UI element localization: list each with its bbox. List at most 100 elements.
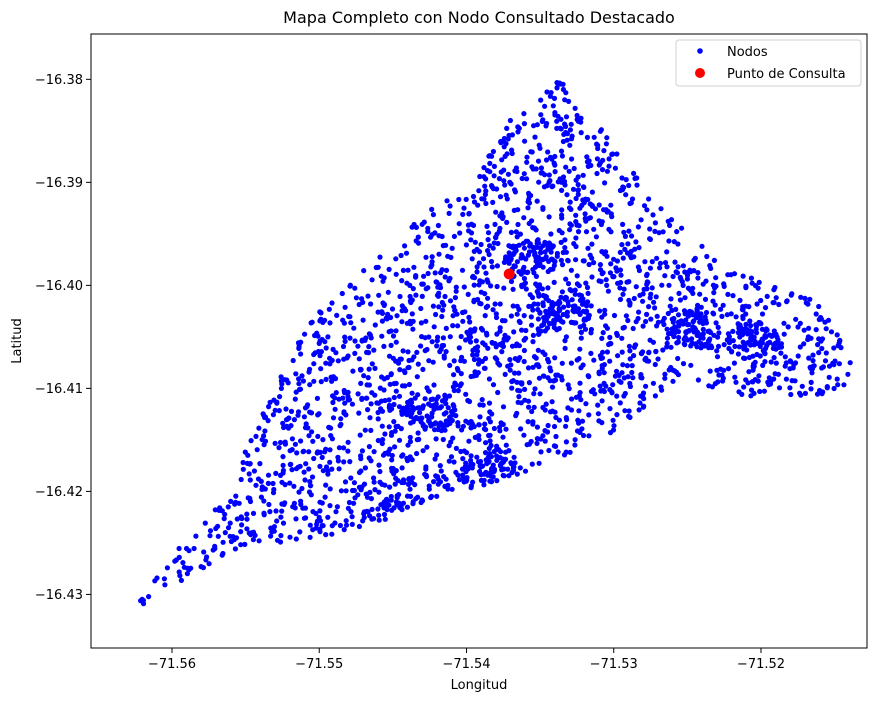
node-point	[360, 317, 366, 323]
node-point	[623, 192, 629, 198]
node-point	[291, 483, 297, 489]
node-point	[399, 303, 405, 309]
node-point	[369, 516, 375, 522]
node-point	[385, 451, 392, 457]
node-point	[361, 373, 367, 379]
node-point	[537, 391, 543, 397]
node-point	[432, 456, 438, 462]
node-point	[504, 125, 510, 131]
node-point	[372, 365, 378, 371]
node-point	[388, 432, 395, 438]
node-point	[256, 538, 262, 544]
node-point	[585, 315, 592, 321]
node-point	[667, 303, 673, 309]
node-point	[352, 350, 358, 356]
node-point	[660, 229, 666, 235]
node-point	[816, 303, 822, 310]
node-point	[333, 390, 339, 396]
node-point	[711, 257, 718, 263]
node-point	[626, 279, 632, 285]
node-point	[332, 406, 338, 412]
node-point	[490, 148, 496, 155]
node-point	[551, 95, 558, 101]
node-point	[313, 510, 319, 517]
node-point	[466, 335, 472, 341]
node-point	[178, 577, 184, 584]
node-point	[315, 433, 321, 439]
node-point	[578, 119, 584, 125]
node-point	[535, 158, 542, 164]
node-point	[360, 518, 366, 524]
query-point	[503, 268, 515, 280]
node-point	[798, 294, 804, 300]
node-point	[378, 406, 384, 412]
node-point	[721, 367, 727, 373]
node-point	[680, 282, 686, 288]
node-point	[428, 234, 434, 240]
node-point	[707, 368, 713, 374]
node-point	[476, 260, 482, 266]
node-point	[386, 502, 392, 508]
node-point	[466, 398, 473, 405]
node-point	[180, 560, 186, 566]
node-point	[506, 473, 512, 479]
node-point	[495, 360, 501, 366]
node-point	[348, 475, 354, 481]
node-point	[322, 449, 328, 455]
node-point	[573, 212, 579, 218]
node-point	[483, 176, 489, 182]
node-point	[336, 466, 342, 472]
node-point	[509, 461, 515, 467]
node-point	[287, 480, 293, 486]
node-point	[494, 331, 500, 337]
node-point	[369, 277, 375, 283]
node-point	[614, 332, 621, 338]
node-point	[534, 362, 540, 368]
node-point	[566, 205, 573, 211]
node-point	[455, 420, 461, 426]
node-point	[410, 475, 416, 481]
node-point	[470, 461, 476, 468]
node-point	[238, 529, 244, 535]
node-point	[423, 474, 430, 480]
node-point	[558, 257, 565, 263]
x-tick-label: −71.53	[590, 657, 638, 672]
node-point	[559, 377, 565, 383]
node-point	[661, 315, 667, 321]
node-point	[288, 461, 294, 467]
node-point	[485, 248, 491, 254]
node-point	[546, 240, 552, 246]
node-point	[603, 249, 609, 255]
node-point	[801, 327, 807, 333]
node-point	[828, 329, 835, 335]
node-point	[362, 465, 368, 471]
node-point	[456, 196, 462, 203]
node-point	[322, 494, 328, 500]
node-point	[601, 380, 607, 386]
node-point	[309, 474, 316, 480]
node-point	[836, 361, 843, 367]
node-point	[323, 360, 329, 366]
node-point	[771, 328, 777, 334]
node-point	[493, 314, 500, 321]
node-point	[649, 259, 655, 265]
node-point	[270, 412, 276, 418]
node-point	[314, 521, 320, 527]
node-point	[386, 266, 392, 272]
node-point	[268, 533, 274, 539]
node-point	[396, 404, 403, 410]
node-point	[443, 349, 449, 355]
node-point	[341, 409, 347, 415]
node-point	[549, 399, 555, 405]
node-point	[485, 237, 491, 243]
node-point	[364, 349, 370, 355]
node-point	[307, 409, 313, 415]
node-point	[743, 321, 749, 327]
node-point	[748, 275, 755, 281]
node-point	[682, 269, 688, 275]
node-point	[398, 252, 404, 259]
node-point	[785, 324, 791, 330]
node-point	[355, 492, 361, 498]
node-point	[245, 495, 251, 501]
node-point	[487, 169, 493, 175]
